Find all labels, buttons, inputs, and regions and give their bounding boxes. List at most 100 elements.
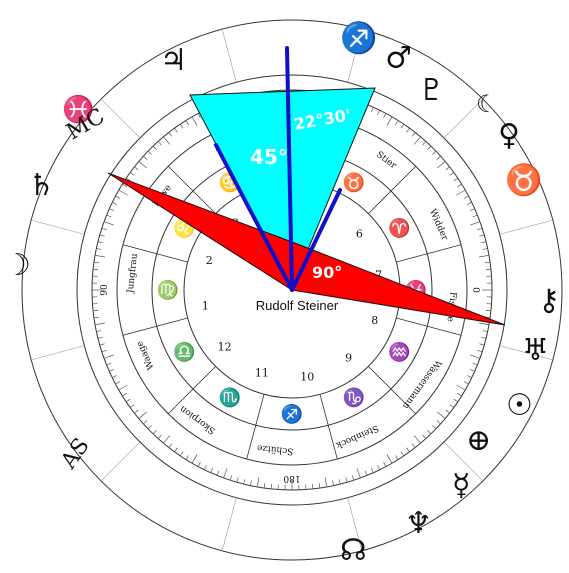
outer-divider (221, 497, 237, 551)
sign-glyph-icon: ♍ (157, 279, 179, 301)
degree-tick (236, 477, 239, 483)
jupiter-icon: ♃ (160, 43, 187, 78)
chart-title: Rudolf Steiner (256, 298, 339, 313)
degree-tick (445, 409, 450, 414)
degree-tick (413, 435, 421, 444)
degree-tick (464, 195, 469, 199)
degree-tick (112, 202, 117, 205)
degree-tick (143, 155, 148, 160)
node-icon: ☊ (340, 533, 367, 568)
degree-tick (103, 354, 114, 359)
degree-tick (197, 113, 201, 118)
house-number: 10 (300, 371, 314, 384)
sign-name: Stier (374, 150, 398, 172)
degree-tick (456, 189, 466, 196)
chiron-icon: ⚷ (538, 283, 560, 318)
degree-tick (118, 384, 128, 391)
degree-tick (115, 381, 120, 385)
sign-name: Widder (427, 208, 450, 243)
outer-ring (21, 19, 563, 561)
degree-tick (377, 110, 380, 115)
degree-tick (324, 477, 328, 488)
degree-tick (122, 183, 127, 187)
degree-tick (437, 161, 446, 169)
degree-tick (386, 116, 393, 126)
degree-tick (479, 322, 490, 326)
degree-tick (386, 454, 393, 464)
degree-tick (93, 268, 99, 270)
degree-tick (479, 343, 485, 346)
degree-tick (185, 455, 189, 460)
degree-tick (97, 241, 103, 244)
degree-tick (163, 435, 171, 444)
degree-tick (481, 241, 487, 244)
degree-tick (383, 462, 387, 467)
outer-divider (100, 98, 141, 139)
sign-glyph-icon: ♎ (173, 341, 195, 363)
sun-icon: ☉ (506, 388, 533, 423)
degree-tick (437, 411, 446, 419)
degree-tick (470, 354, 481, 359)
mercury-icon: ☿ (452, 468, 470, 503)
house-number: 12 (218, 341, 232, 354)
sector-divider (122, 244, 188, 263)
degree-tick (432, 425, 437, 430)
sector-divider (396, 244, 462, 263)
uranus-icon: ♅ (522, 333, 549, 368)
degree-tick (163, 136, 171, 145)
outer-divider (443, 98, 484, 139)
outer-divider (499, 345, 553, 361)
degree-tick (99, 343, 105, 346)
degree-label-180: 180 (283, 473, 300, 483)
degree-tick (118, 189, 128, 196)
degree-tick (338, 479, 341, 485)
degree-tick (432, 150, 437, 155)
degree-tick (138, 411, 147, 419)
pisces-icon-outer: ♓ (62, 94, 94, 125)
degree-tick (445, 166, 450, 171)
sign-name: Skorpion (178, 403, 217, 435)
degree-tick (312, 483, 314, 489)
degree-tick (125, 398, 131, 403)
degree-tick (147, 150, 152, 155)
red-wedge (107, 172, 506, 326)
degree-tick (115, 195, 120, 199)
sign-name: Steinbock (334, 422, 380, 450)
degree-tick (97, 336, 103, 339)
degree-tick (449, 172, 455, 176)
degree-tick (229, 475, 233, 481)
degree-tick (174, 447, 178, 453)
degree-tick (96, 330, 102, 332)
degree-tick (469, 368, 475, 372)
sign-name: Waage (135, 339, 156, 371)
sector-divider (319, 394, 338, 460)
degree-tick (94, 254, 105, 258)
degree-tick (470, 221, 481, 226)
degree-tick (223, 468, 228, 479)
outer-divider (443, 441, 484, 482)
degree-tick (191, 454, 198, 464)
house-number: 9 (345, 351, 352, 364)
degree-tick (152, 145, 157, 150)
degree-tick (138, 161, 147, 169)
degree-tick (457, 393, 462, 397)
degree-tick (134, 409, 139, 414)
degree-tick (318, 483, 321, 489)
venus-icon: ♀ (498, 118, 520, 153)
angle-45-label: 45° (250, 145, 288, 169)
sector-divider (368, 165, 417, 214)
earth-icon: ⊕ (466, 423, 491, 458)
house-number: 1 (202, 299, 209, 312)
degree-tick (482, 248, 488, 250)
degree-tick (93, 310, 99, 312)
sign-name: Wassermann (400, 358, 442, 411)
house-number: 2 (206, 254, 213, 267)
degree-tick (485, 310, 491, 312)
degree-tick (370, 467, 374, 473)
degree-tick (101, 349, 107, 353)
degree-tick (210, 467, 214, 473)
degree-tick (174, 127, 178, 133)
outer-divider (499, 219, 553, 235)
degree-tick (106, 214, 112, 218)
degree-tick (413, 136, 421, 145)
